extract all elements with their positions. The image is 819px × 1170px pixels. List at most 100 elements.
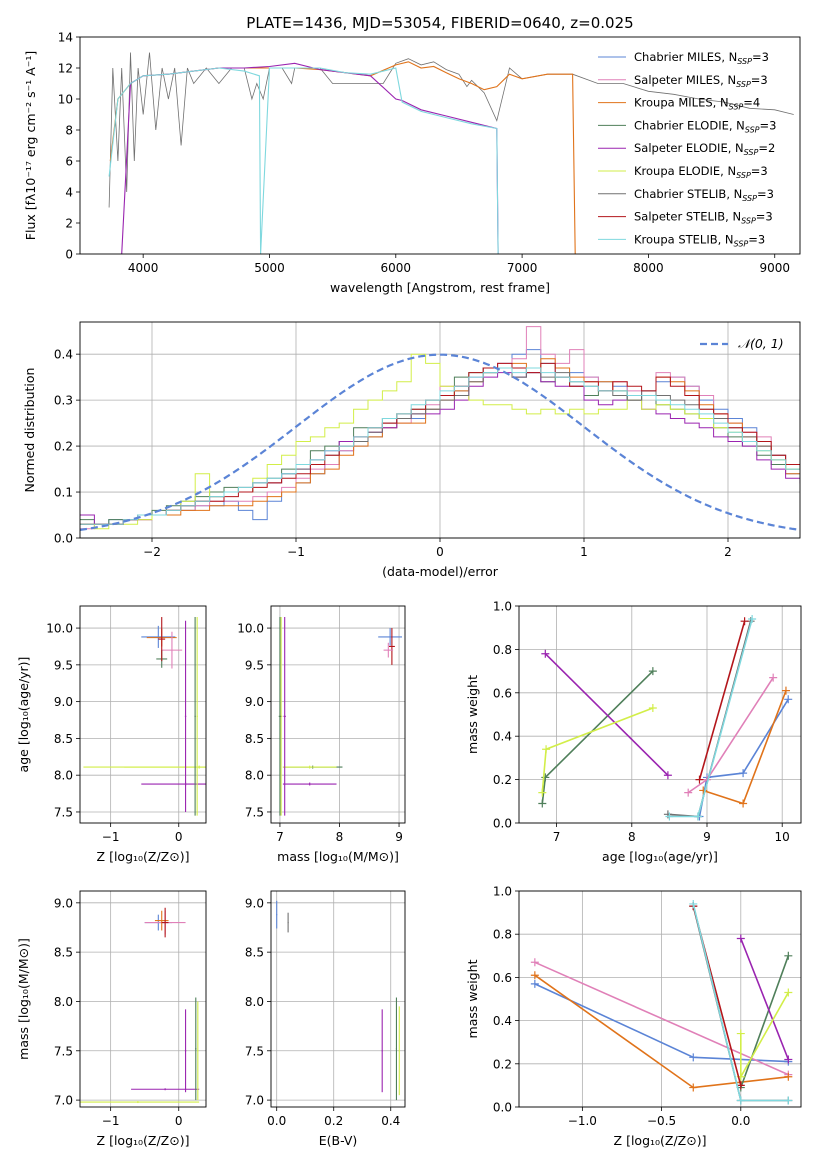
x-tick-label: 9 — [703, 830, 711, 844]
weight-marker — [689, 1083, 698, 1092]
x-tick-label: 0 — [436, 545, 444, 559]
x-tick-label: 0.0 — [267, 1114, 286, 1128]
y-tick-label: 8.5 — [245, 946, 264, 960]
weight-marker — [784, 1096, 793, 1105]
x-axis-label: E(B-V) — [319, 1133, 358, 1148]
x-tick-label: 5000 — [254, 261, 285, 275]
histogram-kroupa-stelib — [80, 367, 800, 525]
legend-label: Kroupa MILES, NSSP=4 — [634, 96, 760, 112]
y-axis-label: mass weight — [465, 959, 480, 1038]
x-tick-label: 1 — [580, 545, 588, 559]
y-tick-label: 10.0 — [237, 622, 264, 636]
weight-marker — [541, 773, 550, 782]
y-tick-label: 0.2 — [493, 773, 512, 787]
legend-label: Chabrier STELIB, NSSP=3 — [634, 187, 774, 203]
plot-area — [538, 615, 793, 821]
panel-mass_vs_ebv: 0.0 0.2 0.4 7.0 7.5 8.0 8.5 9.0 E(B-V) — [245, 890, 406, 1148]
x-tick-label: 7000 — [507, 261, 538, 275]
y-tick-label: 0.8 — [493, 643, 512, 657]
x-tick-label: 4000 — [128, 261, 159, 275]
x-tick-label: −2 — [143, 545, 161, 559]
x-tick-label: −1 — [102, 830, 120, 844]
x-tick-label: 8000 — [633, 261, 664, 275]
axes-frame — [518, 890, 802, 1108]
x-axis-label: Z [log₁₀(Z/Z⊙)] — [97, 1133, 190, 1148]
weight-marker — [648, 703, 657, 712]
y-tick-label: 0.0 — [493, 817, 512, 831]
panel-spectrum: Chabrier MILES, NSSP=3 Salpeter MILES, NS… — [23, 31, 801, 295]
x-tick-label: −1 — [287, 545, 305, 559]
weight-marker — [530, 971, 539, 980]
y-tick-label: 9.0 — [54, 896, 73, 910]
plot-area — [83, 617, 206, 816]
legend-label: Kroupa STELIB, NSSP=3 — [634, 232, 765, 248]
plot-area — [80, 907, 200, 1104]
y-tick-label: 6 — [65, 155, 73, 169]
x-tick-label: 0.0 — [731, 1114, 750, 1128]
gaussian-curve — [80, 353, 800, 531]
weight-marker — [689, 899, 698, 908]
y-tick-label: 0.0 — [54, 532, 73, 546]
weight-marker — [538, 799, 547, 808]
y-tick-label: 0.3 — [54, 394, 73, 408]
weight-marker — [739, 799, 748, 808]
panel-mass_vs_z: −1 0 7.0 7.5 8.0 8.5 9.0 Z [log₁₀(Z/Z⊙)] mass [l… — [16, 890, 207, 1148]
plot-area — [108, 52, 794, 254]
weight-marker — [695, 775, 704, 784]
x-axis-label: (data-model)/error — [382, 564, 499, 579]
legend-label: Salpeter ELODIE, NSSP=2 — [634, 141, 775, 157]
weight-marker — [739, 769, 748, 778]
x-tick-label: 2 — [724, 545, 732, 559]
x-axis-label: Z [log₁₀(Z/Z⊙)] — [97, 849, 190, 864]
y-tick-label: 9.0 — [54, 695, 73, 709]
weight-marker — [530, 958, 539, 967]
x-axis-label: mass [log₁₀(M/M⊙)] — [277, 849, 399, 864]
y-tick-label: 8.0 — [54, 769, 73, 783]
y-axis-label: Normed distribution — [22, 368, 37, 493]
histogram-salpeter-miles — [80, 326, 800, 530]
panel-age_vs_z: −1 0 7.5 8.0 8.5 9.0 9.5 10.0 Z [log₁₀(Z/Z⊙)] age… — [16, 605, 207, 864]
x-tick-label: −0.5 — [647, 1114, 676, 1128]
axes-frame — [518, 605, 802, 824]
y-tick-label: 0 — [65, 248, 73, 262]
y-tick-label: 8.5 — [54, 946, 73, 960]
y-tick-label: 7.5 — [245, 805, 264, 819]
x-tick-label: 0 — [175, 830, 183, 844]
y-tick-label: 10.0 — [46, 622, 73, 636]
x-tick-label: 6000 — [381, 261, 412, 275]
y-tick-label: 9.5 — [54, 658, 73, 672]
weight-marker — [769, 673, 778, 682]
histogram-kroupa-miles — [80, 358, 800, 525]
y-tick-label: 0.4 — [493, 730, 512, 744]
histogram-kroupa-elodie — [80, 353, 800, 530]
spectrum-line-stelib — [108, 67, 499, 254]
panel-age_vs_mass: 7 8 9 7.5 8.0 8.5 9.0 9.5 10.0 mass [log₁₀(M/M⊙)] — [237, 605, 406, 864]
y-tick-label: 7.0 — [245, 1094, 264, 1108]
y-tick-label: 1.0 — [493, 600, 512, 614]
spectrum-line-miles — [109, 61, 576, 254]
panel-weight_vs_z: −1.0 −0.5 0.0 0.0 0.2 0.4 0.6 0.8 1.0 Z [log₁₀(Z/… — [465, 885, 802, 1148]
x-tick-label: 10 — [775, 830, 790, 844]
weight-marker — [736, 934, 745, 943]
legend-label: 𝒩(0, 1) — [738, 336, 784, 351]
x-tick-label: 0.2 — [324, 1114, 343, 1128]
y-tick-label: 9.5 — [245, 658, 264, 672]
weight-marker — [784, 951, 793, 960]
legend-label: Salpeter STELIB, NSSP=3 — [634, 210, 773, 226]
weight-marker — [736, 1096, 745, 1105]
weight-line-kroupa-miles — [702, 690, 787, 805]
axes-frame — [79, 605, 207, 824]
x-tick-label: −1.0 — [568, 1114, 597, 1128]
y-tick-label: 0.2 — [493, 1057, 512, 1071]
y-tick-label: 0.4 — [54, 348, 73, 362]
y-tick-label: 0.1 — [54, 486, 73, 500]
y-tick-label: 0.0 — [493, 1101, 512, 1115]
y-axis-label: age [log₁₀(age/yr)] — [16, 657, 31, 773]
x-tick-label: 7 — [276, 830, 284, 844]
y-tick-label: 8.5 — [245, 732, 264, 746]
y-tick-label: 8.5 — [54, 732, 73, 746]
y-tick-label: 7.0 — [54, 1094, 73, 1108]
weight-line-chabrier-miles — [698, 698, 789, 817]
y-tick-label: 2 — [65, 217, 73, 231]
x-tick-label: 7 — [553, 830, 561, 844]
